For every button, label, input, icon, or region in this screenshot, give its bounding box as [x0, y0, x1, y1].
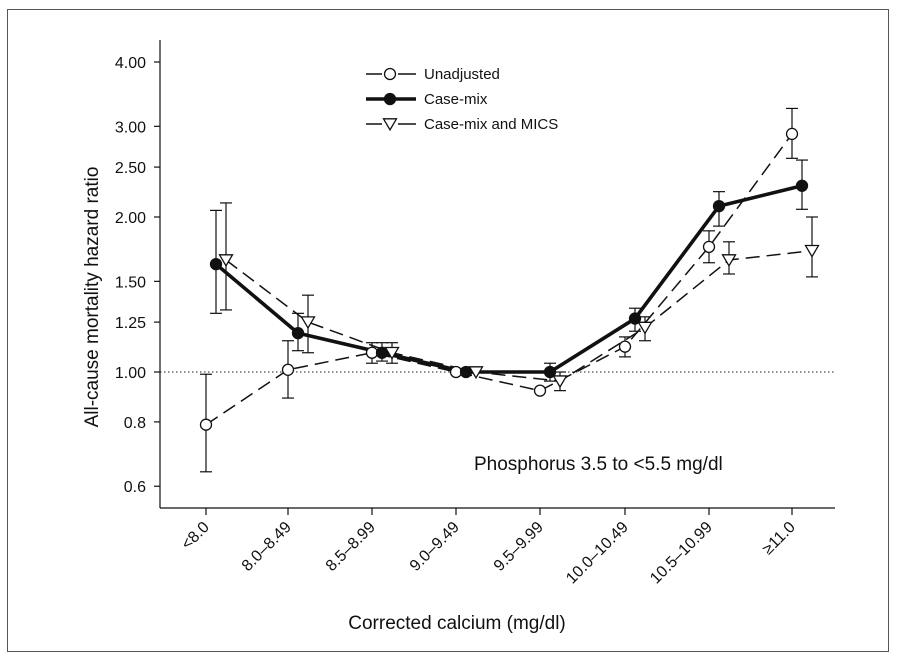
data-point-series-3 — [552, 375, 568, 389]
legend: Unadjusted Case-mix Case-mix and MICS — [366, 66, 558, 133]
y-axis-title: All-cause mortality hazard ratio — [82, 167, 103, 428]
x-tick-label: 8.5–8.99 — [323, 519, 379, 575]
series-line-1 — [205, 133, 793, 426]
x-axis-title: Corrected calcium (mg/dl) — [348, 613, 566, 634]
x-tick-label: <8.0 — [178, 519, 212, 553]
x-tick-label: 9.0–9.49 — [407, 519, 463, 575]
chart-frame — [7, 9, 889, 652]
data-point-series-2 — [543, 365, 557, 379]
data-point-series-2 — [712, 199, 726, 213]
data-point-series-1 — [618, 340, 632, 353]
series-line-3 — [225, 249, 813, 382]
y-tick-label: 1.25 — [115, 315, 146, 332]
data-point-series-3 — [721, 254, 737, 268]
legend-label-3: Case-mix and MICS — [424, 116, 558, 133]
data-point-series-3 — [468, 366, 484, 380]
data-point-series-3 — [218, 254, 234, 268]
data-point-series-2 — [459, 365, 473, 379]
x-tick-label: ≥11.0 — [759, 519, 798, 558]
x-ticks: <8.0 8.0–8.49 8.5–8.99 9.0–9.49 9.5–9.99 10.0… — [178, 508, 799, 588]
y-tick-label: 1.50 — [115, 274, 146, 291]
data-point-series-2 — [209, 257, 223, 271]
data-point-series-3 — [804, 244, 820, 258]
legend-label-1: Unadjusted — [424, 66, 500, 83]
y-tick-label: 3.00 — [115, 119, 146, 136]
data-point-series-3 — [300, 316, 316, 330]
y-tick-label: 1.00 — [115, 365, 146, 382]
legend-marker-3 — [382, 118, 398, 132]
x-tick-label: 9.5–9.99 — [491, 519, 547, 575]
data-point-series-2 — [375, 346, 389, 359]
series-markers — [199, 127, 820, 431]
y-ticks: 0.6 0.8 1.00 1.25 1.50 2.00 2.50 3.00 4.00 — [115, 55, 160, 496]
series-line-2 — [214, 183, 803, 374]
y-tick-label: 2.00 — [115, 210, 146, 227]
data-point-series-2 — [628, 312, 642, 325]
data-point-series-1 — [785, 127, 799, 141]
x-tick-label: 10.5–10.99 — [647, 519, 716, 588]
legend-label-2: Case-mix — [424, 91, 488, 108]
legend-marker-1 — [383, 67, 397, 81]
data-point-series-3 — [384, 346, 400, 360]
error-bars — [200, 107, 818, 473]
data-point-series-2 — [795, 179, 809, 192]
data-point-series-3 — [637, 321, 653, 335]
data-point-series-1 — [533, 384, 547, 397]
y-tick-label: 0.8 — [124, 415, 146, 432]
data-point-series-1 — [199, 418, 213, 431]
x-tick-label: 8.0–8.49 — [239, 519, 295, 575]
data-point-series-1 — [281, 363, 295, 376]
legend-marker-2 — [383, 92, 397, 106]
data-point-series-1 — [702, 240, 716, 254]
y-tick-label: 2.50 — [115, 160, 146, 177]
data-point-series-2 — [291, 326, 305, 340]
axes — [159, 40, 835, 509]
y-tick-label: 0.6 — [124, 479, 146, 496]
y-tick-label: 4.00 — [115, 55, 146, 72]
x-tick-label: 10.0–10.49 — [563, 519, 632, 588]
phosphorus-annotation: Phosphorus 3.5 to <5.5 mg/dl — [474, 454, 723, 475]
series-lines — [205, 133, 813, 426]
